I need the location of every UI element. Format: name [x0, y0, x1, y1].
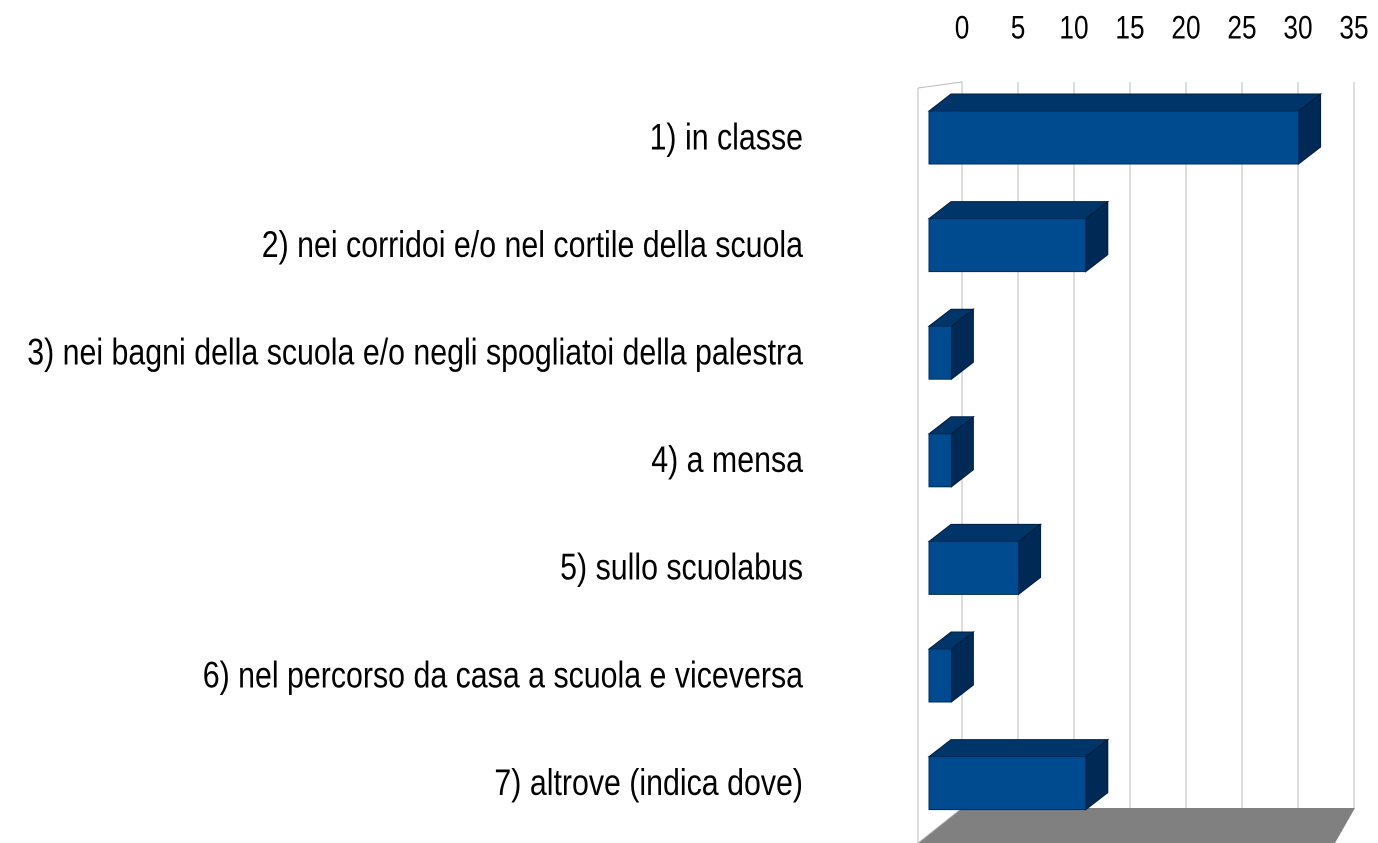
floor	[918, 808, 1355, 843]
bar	[928, 756, 1087, 811]
bar	[928, 648, 952, 703]
bar-top	[927, 201, 1110, 220]
x-tick-label: 5	[1011, 11, 1026, 46]
bar-top	[927, 93, 1323, 112]
y-tick-label: 1) in classe	[650, 116, 803, 158]
bar	[928, 540, 1020, 595]
y-tick-label: 7) altrove (indica dove)	[494, 762, 803, 804]
y-tick-label: 6) nel percorso da casa a scuola e vicev…	[203, 654, 803, 696]
x-tick-label: 0	[955, 11, 970, 46]
x-tick-label: 30	[1283, 11, 1312, 46]
y-tick-label: 3) nei bagni della scuola e/o negli spog…	[27, 332, 803, 374]
x-tick-label: 25	[1227, 11, 1256, 46]
y-tick-label: 5) sullo scuolabus	[560, 547, 803, 589]
bar-top	[927, 739, 1110, 758]
bar	[928, 218, 1087, 273]
bar	[928, 325, 952, 380]
y-tick-label: 2) nei corridoi e/o nel cortile della sc…	[262, 224, 803, 266]
y-tick-label: 4) a mensa	[651, 439, 803, 481]
bar	[928, 110, 1300, 165]
x-tick-label: 35	[1339, 11, 1368, 46]
bar	[928, 433, 952, 488]
x-tick-label: 10	[1059, 11, 1088, 46]
x-tick-label: 15	[1115, 11, 1144, 46]
x-tick-label: 20	[1171, 11, 1200, 46]
